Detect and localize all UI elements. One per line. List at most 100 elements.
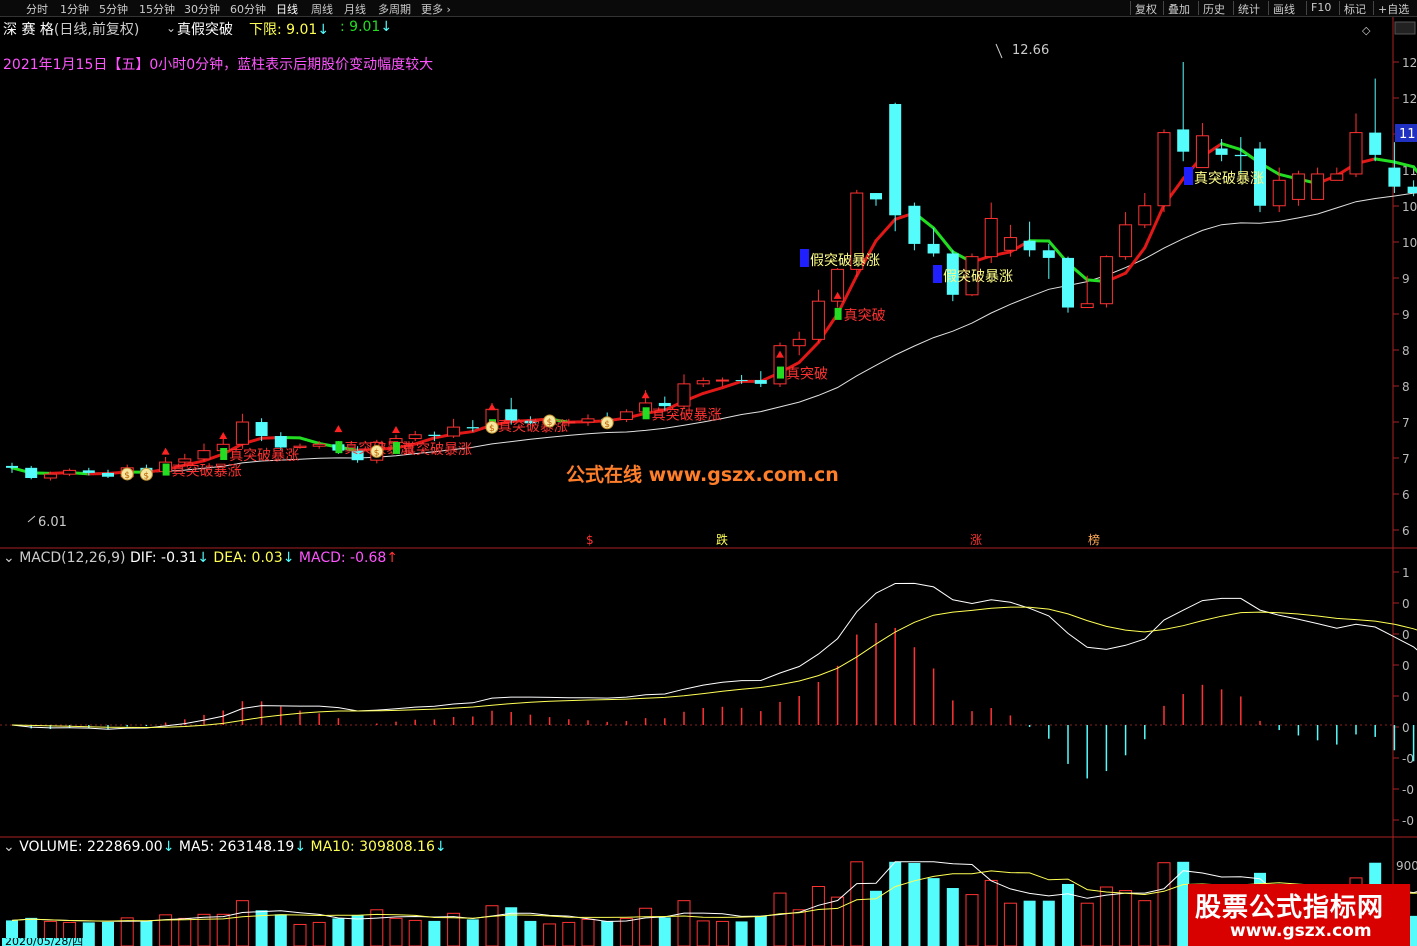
vol-ma10-line: [11, 870, 1417, 922]
volume-bar: [562, 921, 576, 946]
bottom-date: 2020/05/28/四: [2, 938, 87, 946]
up-arrow-icon: [833, 291, 842, 299]
candle-body: [927, 243, 940, 254]
stock-name: 深 赛 格: [3, 22, 54, 38]
toolbar-right-0[interactable]: 复权: [1135, 3, 1157, 16]
volume-bar: [102, 921, 114, 946]
candle-body: [811, 300, 825, 340]
candle-body: [1099, 256, 1113, 305]
candle: [889, 102, 902, 232]
volume-bar: [639, 907, 653, 946]
up-arrow-icon: [641, 391, 650, 399]
current-price-label: 11: [1399, 127, 1416, 142]
candle-body: [43, 473, 57, 479]
volume-toggle[interactable]: ⌄: [3, 839, 15, 855]
volume-bar: [984, 879, 998, 946]
candle-body: [1003, 237, 1017, 251]
period-tab-6[interactable]: 日线: [276, 3, 298, 16]
price-tick-label: 12: [1402, 92, 1417, 106]
candle: [773, 342, 787, 388]
ma-long-line: [11, 192, 1417, 474]
candle: [677, 374, 691, 410]
candle-body: [274, 436, 287, 448]
macd-tick-label: -0: [1402, 752, 1414, 766]
toolbar-right-7[interactable]: +自选: [1378, 3, 1410, 16]
volume-value[interactable]: VOLUME: 222869.00: [19, 839, 163, 855]
ma-signal-line: [1220, 142, 1243, 152]
candle-body: [351, 450, 364, 461]
toolbar-right-3[interactable]: 统计: [1238, 3, 1260, 16]
ma-signal-line: [298, 436, 321, 445]
indicator-name[interactable]: 真假突破: [177, 22, 233, 38]
money-bag-icon: [370, 444, 384, 458]
candle-body: [6, 465, 18, 468]
candle: [1215, 138, 1228, 162]
volume-bar: [466, 919, 479, 946]
candle-body: [428, 434, 441, 437]
toolbar-right-6[interactable]: 标记: [1344, 3, 1366, 16]
toolbar-right-5[interactable]: F10: [1311, 1, 1332, 14]
candle: [870, 193, 882, 206]
dif-line: [11, 582, 1417, 730]
period-tab-0[interactable]: 分时: [26, 3, 48, 16]
toolbar-separator: [1233, 1, 1234, 15]
volume-bar: [485, 905, 499, 946]
candle-body: [581, 418, 595, 423]
ma-signal-line: [797, 341, 820, 364]
money-bag-glyph: $: [143, 471, 149, 481]
toolbar-right-2[interactable]: 历史: [1203, 3, 1225, 16]
volume-bar: [1080, 902, 1094, 946]
period-tab-4[interactable]: 30分钟: [184, 3, 220, 16]
volume-bar: [715, 920, 729, 946]
toolbar-right-4[interactable]: 画线: [1273, 3, 1295, 16]
ma-signal-line: [1124, 246, 1147, 275]
period-tab-1[interactable]: 1分钟: [60, 3, 89, 16]
ma-signal-line: [874, 217, 897, 243]
up-arrow-icon: [161, 447, 170, 455]
indicator-toggle[interactable]: ⌄: [166, 21, 177, 35]
candle-body: [466, 427, 479, 429]
candle: [754, 371, 767, 388]
volume-bar: [408, 919, 422, 946]
macd-name[interactable]: MACD(12,26,9): [19, 550, 126, 566]
period-tab-5[interactable]: 60分钟: [230, 3, 266, 16]
toolbar-separator: [1163, 1, 1164, 15]
money-bag-glyph: $: [374, 448, 380, 458]
fake-break-label: 假突破暴涨: [810, 253, 880, 269]
macd-tick-label: 1: [1402, 566, 1410, 580]
period-tab-3[interactable]: 15分钟: [139, 3, 175, 16]
candle-body: [1291, 173, 1305, 200]
true-break-label: 真突破暴涨: [229, 448, 299, 464]
toolbar-separator: [1306, 1, 1307, 15]
macd-tick-label: 0: [1402, 721, 1410, 735]
candle: [1349, 113, 1363, 178]
toolbar-separator: [1339, 1, 1340, 15]
volume-bar: [1157, 862, 1171, 946]
ma-signal-line: [1373, 157, 1396, 164]
volume-bar: [524, 920, 537, 946]
volume-bar: [1003, 902, 1017, 946]
period-tab-9[interactable]: 多周期: [378, 3, 411, 16]
macd-toggle[interactable]: ⌄: [3, 550, 15, 566]
period-tab-7[interactable]: 周线: [311, 3, 333, 16]
watermark-box: [1188, 884, 1410, 946]
volume-bar: [351, 915, 364, 946]
candle: [178, 453, 192, 467]
candle-body: [1388, 167, 1401, 187]
ma-signal-line: [413, 436, 436, 446]
period-tab-2[interactable]: 5分钟: [99, 3, 128, 16]
period-tab-10[interactable]: 更多 ›: [421, 3, 451, 16]
scroll-button: [1394, 21, 1416, 35]
period-tab-8[interactable]: 月线: [344, 3, 366, 16]
volume-bar: [312, 921, 326, 946]
candle-body: [1311, 173, 1325, 200]
toolbar-right-1[interactable]: 叠加: [1168, 3, 1190, 16]
candle: [466, 420, 479, 432]
candle: [447, 418, 461, 438]
volume-bar: [754, 915, 767, 946]
candle-body: [1177, 129, 1190, 152]
candle: [408, 430, 422, 442]
break-marker: [162, 463, 170, 476]
candle: [1138, 193, 1152, 229]
macd-tick-label: 0: [1402, 690, 1410, 704]
